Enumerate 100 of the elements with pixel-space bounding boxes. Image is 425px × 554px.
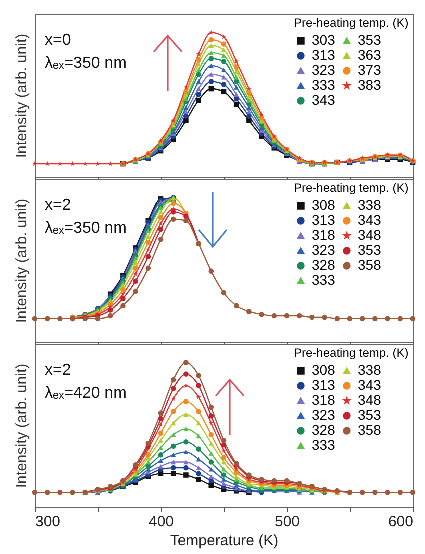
- point: [108, 313, 114, 319]
- legend-label: 313: [312, 377, 336, 393]
- point: [146, 247, 151, 252]
- point: [259, 112, 264, 118]
- point: [221, 290, 227, 296]
- point: [234, 64, 240, 70]
- legend-label: 328: [312, 257, 336, 273]
- x-tick-label: 400: [148, 514, 174, 530]
- point: [410, 316, 416, 322]
- legend-label: 353: [358, 407, 382, 423]
- annotation: x=2: [45, 197, 72, 214]
- y-axis-title: Intensity (arb. unit): [14, 34, 30, 158]
- point: [133, 272, 138, 276]
- point: [196, 98, 202, 104]
- point: [196, 92, 202, 98]
- legend-label: 338: [358, 362, 382, 378]
- legend-label: 348: [358, 227, 382, 243]
- annotation: λₑₓ=420 nm: [45, 385, 127, 402]
- point: [170, 200, 176, 206]
- point: [133, 260, 138, 265]
- point: [133, 266, 138, 272]
- legend-label: 343: [312, 92, 336, 108]
- annotation: λₑₓ=350 nm: [45, 55, 127, 72]
- point: [146, 240, 152, 246]
- point: [334, 316, 340, 322]
- point: [208, 56, 214, 62]
- legend-label: 328: [312, 422, 336, 438]
- legend-label: 333: [312, 437, 336, 453]
- legend-label: 323: [312, 407, 336, 423]
- point: [146, 266, 152, 272]
- point: [32, 161, 38, 166]
- point: [208, 37, 214, 43]
- point: [234, 102, 240, 108]
- point: [120, 303, 126, 309]
- y-axis-title: Intensity (arb. unit): [14, 198, 30, 324]
- point: [360, 316, 366, 322]
- point: [234, 92, 240, 98]
- point: [246, 98, 252, 103]
- point: [82, 161, 88, 166]
- point: [184, 105, 189, 110]
- x-tick-label: 500: [274, 514, 300, 530]
- legend-label: 353: [358, 32, 382, 48]
- point: [221, 58, 227, 64]
- point: [234, 303, 240, 309]
- legend-title: Pre-heating temp. (K): [294, 181, 409, 195]
- point: [208, 268, 214, 274]
- point: [184, 218, 189, 224]
- point: [246, 114, 252, 120]
- legend-label: 348: [358, 392, 382, 408]
- point: [120, 296, 126, 302]
- point: [259, 312, 264, 318]
- legend-label: 323: [312, 62, 336, 78]
- x-axis-title: Temperature (K): [170, 532, 279, 550]
- point: [246, 86, 252, 92]
- point: [108, 308, 114, 313]
- point: [398, 316, 404, 322]
- point: [146, 254, 152, 260]
- y-axis-title: Intensity (arb. unit): [14, 364, 30, 488]
- point: [184, 110, 189, 114]
- legend-label: 373: [358, 62, 382, 78]
- point: [196, 52, 202, 57]
- point: [158, 226, 164, 232]
- point: [196, 86, 202, 92]
- point: [372, 316, 378, 322]
- point: [158, 236, 164, 242]
- point: [158, 210, 164, 214]
- legend-label: 313: [312, 212, 336, 228]
- point: [296, 313, 302, 319]
- point: [322, 314, 328, 320]
- point: [146, 234, 152, 239]
- legend-label: 313: [312, 47, 336, 63]
- point: [196, 80, 202, 84]
- legend-title: Pre-heating temp. (K): [294, 16, 409, 30]
- legend-label: 318: [312, 392, 336, 408]
- legend-label: 358: [358, 257, 382, 273]
- legend-label: 343: [358, 377, 382, 393]
- point: [221, 48, 227, 52]
- legend-label: 333: [312, 272, 336, 288]
- legend-label: 308: [312, 362, 336, 378]
- point: [120, 292, 126, 297]
- point: [58, 161, 63, 166]
- point: [246, 110, 252, 114]
- point: [58, 316, 63, 322]
- legend-title: Pre-heating temp. (K): [294, 346, 409, 360]
- point: [221, 68, 227, 73]
- legend-label: 358: [358, 422, 382, 438]
- legend-label: 318: [312, 227, 336, 243]
- x-tick-label: 600: [388, 514, 414, 530]
- point: [120, 287, 126, 293]
- point: [310, 314, 315, 320]
- legend-label: 308: [312, 197, 336, 213]
- point: [272, 313, 278, 319]
- point: [385, 316, 390, 322]
- point: [158, 215, 164, 221]
- point: [246, 90, 252, 96]
- point: [44, 316, 50, 322]
- point: [32, 316, 38, 322]
- point: [234, 75, 240, 80]
- point: [184, 84, 189, 90]
- point: [208, 79, 214, 84]
